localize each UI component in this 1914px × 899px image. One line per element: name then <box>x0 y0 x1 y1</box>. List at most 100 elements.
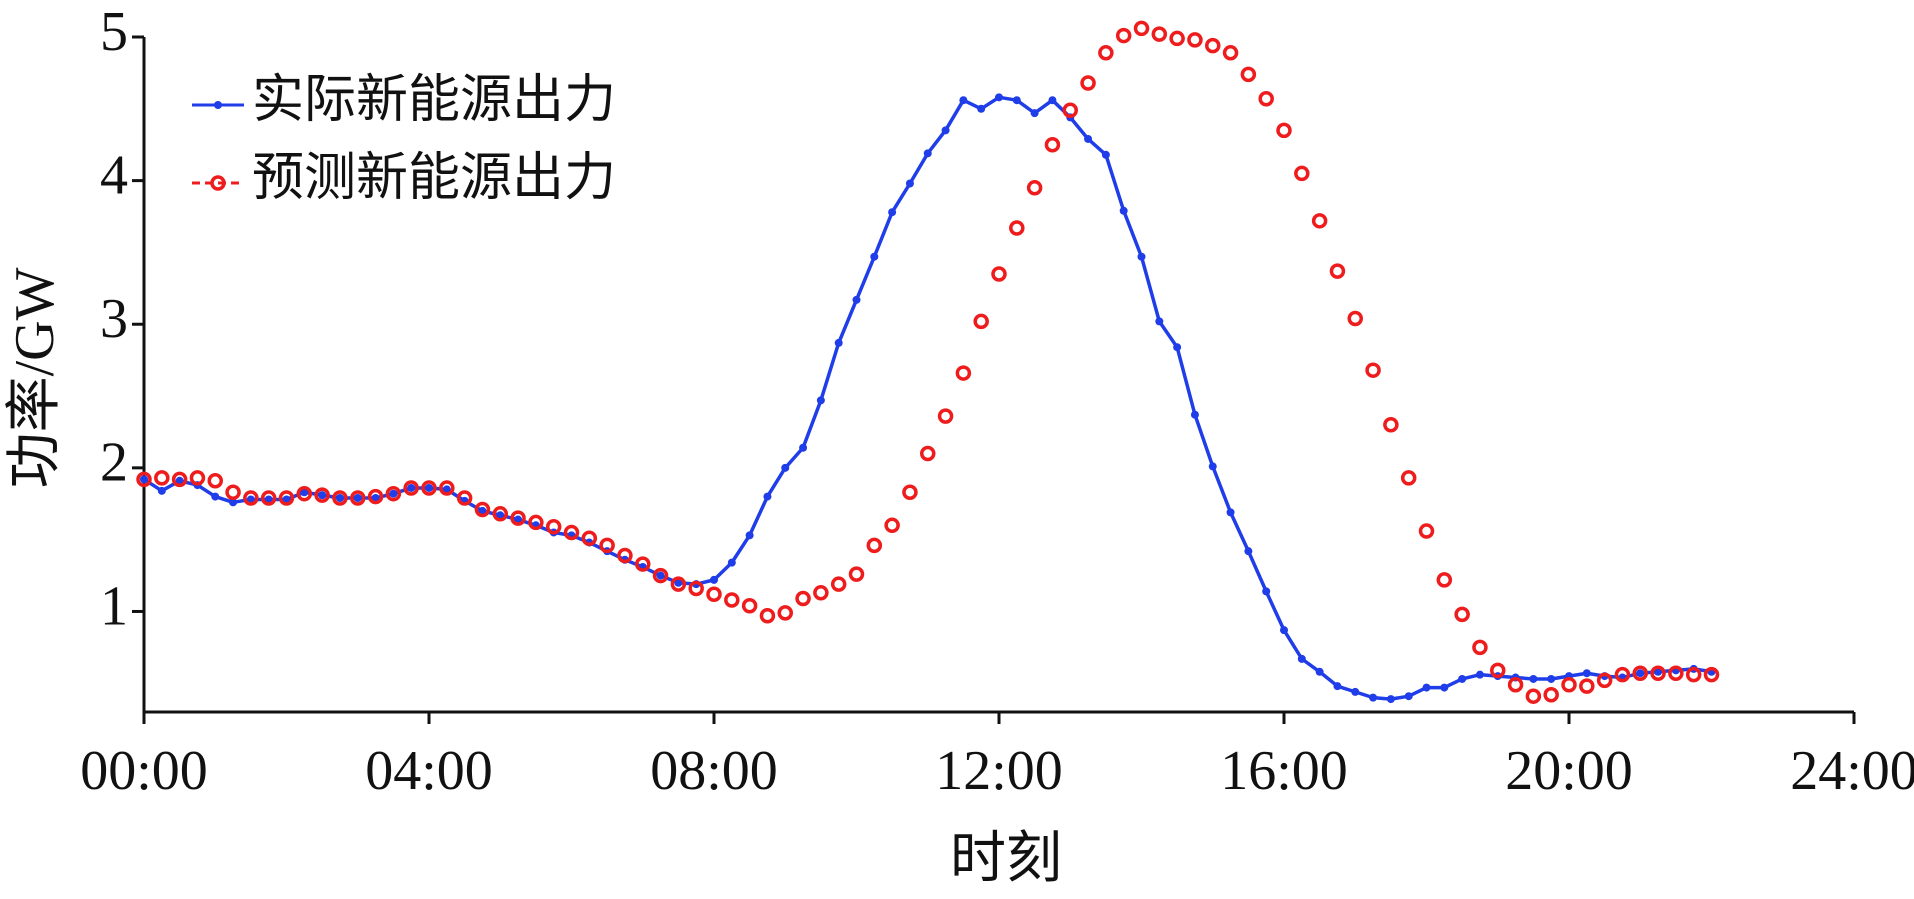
point <box>1579 678 1595 694</box>
point <box>995 93 1003 102</box>
point <box>407 483 416 492</box>
point <box>136 471 152 488</box>
point <box>1101 150 1110 159</box>
point <box>1258 91 1274 107</box>
legend-label: 预测新能源出力 <box>252 150 616 207</box>
point <box>727 558 736 567</box>
point <box>710 575 718 584</box>
point <box>1458 674 1467 683</box>
point <box>1012 96 1021 105</box>
point <box>937 408 954 424</box>
point <box>741 597 758 614</box>
x-tick-label: 24:00 <box>1790 740 1914 802</box>
point <box>813 585 829 601</box>
point <box>1472 639 1488 656</box>
point <box>1098 45 1114 61</box>
point <box>1614 666 1631 683</box>
point <box>1048 96 1057 105</box>
point <box>278 490 295 506</box>
point <box>1529 674 1538 683</box>
point <box>745 531 754 540</box>
point <box>848 566 865 582</box>
point <box>1084 134 1093 143</box>
point <box>403 480 419 496</box>
point <box>777 605 793 621</box>
point <box>1315 667 1324 676</box>
point <box>799 443 808 452</box>
point <box>852 295 861 304</box>
point <box>1294 165 1310 182</box>
point <box>1475 670 1484 679</box>
point <box>1244 547 1253 556</box>
point <box>816 396 825 405</box>
point <box>439 480 455 496</box>
point <box>1547 674 1556 683</box>
point <box>830 576 847 592</box>
point <box>1654 667 1663 676</box>
point <box>674 578 683 587</box>
y-tick-label: 4 <box>100 144 128 206</box>
point <box>385 485 402 502</box>
point <box>514 515 523 524</box>
legend-marker <box>214 101 222 109</box>
point <box>1208 462 1217 471</box>
point <box>866 537 883 554</box>
point <box>670 576 687 592</box>
point <box>528 514 544 531</box>
point <box>1365 362 1381 378</box>
point <box>350 490 366 506</box>
point <box>973 313 989 330</box>
point <box>545 518 562 535</box>
point <box>991 266 1007 282</box>
point <box>1026 180 1043 196</box>
x-axis-label: 时刻 <box>950 828 1062 890</box>
point <box>1226 508 1235 517</box>
point <box>353 494 362 503</box>
point <box>1262 587 1271 596</box>
point <box>1276 122 1292 139</box>
point <box>332 490 348 506</box>
point <box>563 524 580 541</box>
point <box>1080 75 1096 91</box>
point <box>617 547 633 564</box>
point <box>1436 572 1453 588</box>
point <box>456 490 473 506</box>
point <box>1240 66 1257 83</box>
point <box>229 498 238 507</box>
point <box>246 495 255 504</box>
point <box>510 510 526 526</box>
point <box>1133 20 1150 37</box>
point <box>1507 676 1524 693</box>
point <box>977 104 986 113</box>
point <box>1351 687 1360 696</box>
point <box>1668 665 1684 681</box>
point <box>1190 410 1199 419</box>
point <box>318 491 327 500</box>
point <box>1030 109 1039 118</box>
point <box>959 96 968 105</box>
point <box>834 338 843 347</box>
point <box>1386 695 1395 704</box>
point <box>656 571 665 580</box>
point <box>314 487 330 503</box>
point <box>282 495 291 504</box>
point <box>759 608 776 624</box>
point <box>225 484 241 501</box>
point <box>1703 666 1720 683</box>
point <box>1490 662 1506 679</box>
point <box>1137 252 1146 261</box>
point <box>1311 213 1328 229</box>
point <box>1383 417 1399 433</box>
point <box>300 488 309 497</box>
point <box>335 494 344 503</box>
x-tick-label: 08:00 <box>650 740 778 802</box>
y-tick-label: 1 <box>100 575 128 637</box>
point <box>1115 27 1132 44</box>
point <box>905 179 914 188</box>
point <box>1650 665 1666 681</box>
point <box>1543 687 1559 703</box>
point <box>442 485 451 494</box>
point <box>902 484 918 501</box>
point <box>389 489 398 498</box>
